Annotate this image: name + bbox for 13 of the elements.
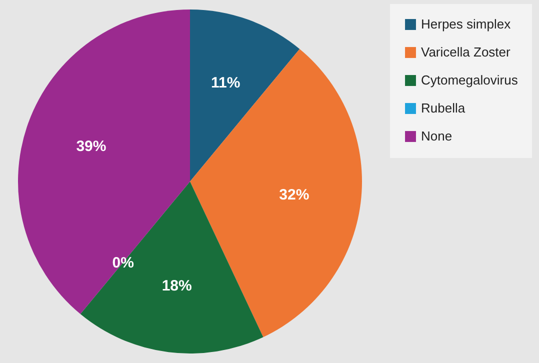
legend-label: Herpes simplex [421,16,512,32]
legend-label: None [421,128,452,144]
data-label: 32% [279,186,310,204]
pie-slice [80,182,264,354]
data-label: 18% [162,278,192,295]
legend-label: Cytomegalovirus [421,72,518,88]
data-label: 11% [210,74,240,92]
legend-label: Rubella [421,100,466,116]
pie-slice [18,10,190,314]
legend-label: Varicella Zoster [421,44,512,60]
data-label: 39% [76,138,106,155]
pie-slice [190,10,300,182]
pie-slice [190,48,362,338]
